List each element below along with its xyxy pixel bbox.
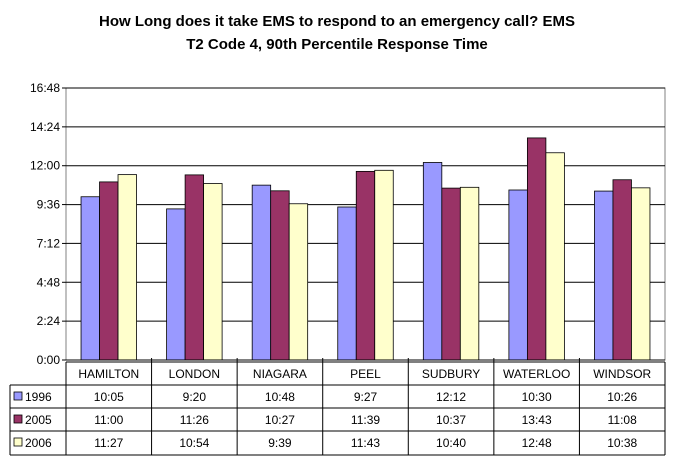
data-label: 10:30 xyxy=(522,390,552,404)
data-label: 10:26 xyxy=(607,390,637,404)
y-tick-label: 7:12 xyxy=(37,236,61,250)
chart-title-line: How Long does it take EMS to respond to … xyxy=(99,13,575,30)
data-label: 10:54 xyxy=(179,436,209,450)
category-label: NIAGARA xyxy=(253,367,307,381)
data-label: 10:27 xyxy=(265,413,295,427)
bar-2006-peel xyxy=(374,169,394,361)
bar-2006-waterloo xyxy=(545,152,565,361)
bar-2005-london xyxy=(184,174,205,361)
bar-1996-sudbury xyxy=(422,162,443,361)
bar-2006-windsor xyxy=(631,187,651,361)
chart-title: How Long does it take EMS to respond to … xyxy=(0,10,674,56)
y-tick-label: 16:48 xyxy=(30,81,60,95)
data-label: 11:26 xyxy=(180,413,209,427)
data-label: 10:40 xyxy=(436,436,466,450)
bar-2006-london xyxy=(203,183,223,361)
bar-1996-hamilton xyxy=(80,196,100,361)
bar-2006-hamilton xyxy=(117,174,137,361)
data-label: 11:27 xyxy=(94,436,123,450)
data-label: 12:48 xyxy=(522,436,552,450)
legend-label: 1996 xyxy=(25,390,52,404)
y-tick-label: 9:36 xyxy=(37,198,61,212)
y-tick-label: 2:24 xyxy=(37,314,61,328)
bar-2005-niagara xyxy=(270,190,290,361)
bar-2005-sudbury xyxy=(441,187,461,361)
category-label: HAMILTON xyxy=(78,367,139,381)
legend-swatch-2005 xyxy=(13,414,23,424)
category-label: SUDBURY xyxy=(422,367,480,381)
data-label: 11:43 xyxy=(351,436,380,450)
category-label: LONDON xyxy=(169,367,220,381)
legend-label: 2006 xyxy=(25,436,52,450)
y-tick-label: 14:24 xyxy=(30,120,60,134)
legend-label: 2005 xyxy=(25,413,52,427)
data-label: 11:39 xyxy=(351,413,380,427)
category-label: WATERLOO xyxy=(503,367,570,381)
chart-title-line: T2 Code 4, 90th Percentile Response Time xyxy=(186,36,488,53)
bar-2005-windsor xyxy=(612,179,632,361)
bar-2006-sudbury xyxy=(459,186,480,361)
data-label: 9:39 xyxy=(268,436,292,450)
y-tick-label: 4:48 xyxy=(37,275,61,289)
legend-swatch-1996 xyxy=(13,391,23,401)
bar-1996-waterloo xyxy=(508,189,528,361)
data-label: 10:05 xyxy=(94,390,124,404)
bar-2005-waterloo xyxy=(526,137,547,361)
bar-2005-peel xyxy=(355,170,376,361)
data-label: 9:27 xyxy=(354,390,378,404)
category-label: WINDSOR xyxy=(593,367,651,381)
data-label: 11:08 xyxy=(608,413,637,427)
data-label: 13:43 xyxy=(522,413,552,427)
data-label: 11:00 xyxy=(94,413,123,427)
bar-2006-niagara xyxy=(288,203,309,361)
data-label: 10:38 xyxy=(607,436,637,450)
y-tick-label: 0:00 xyxy=(37,353,61,367)
legend-swatch-2006 xyxy=(13,437,23,447)
y-tick-label: 12:00 xyxy=(30,159,60,173)
category-label: PEEL xyxy=(350,367,381,381)
bar-1996-niagara xyxy=(251,184,272,361)
data-label: 10:37 xyxy=(436,413,466,427)
bar-1996-london xyxy=(166,208,186,361)
data-label: 9:20 xyxy=(183,390,207,404)
bar-1996-windsor xyxy=(594,190,614,361)
bar-2005-hamilton xyxy=(99,181,119,361)
data-label: 12:12 xyxy=(436,390,466,404)
data-label: 10:48 xyxy=(265,390,295,404)
bar-1996-peel xyxy=(337,206,357,361)
